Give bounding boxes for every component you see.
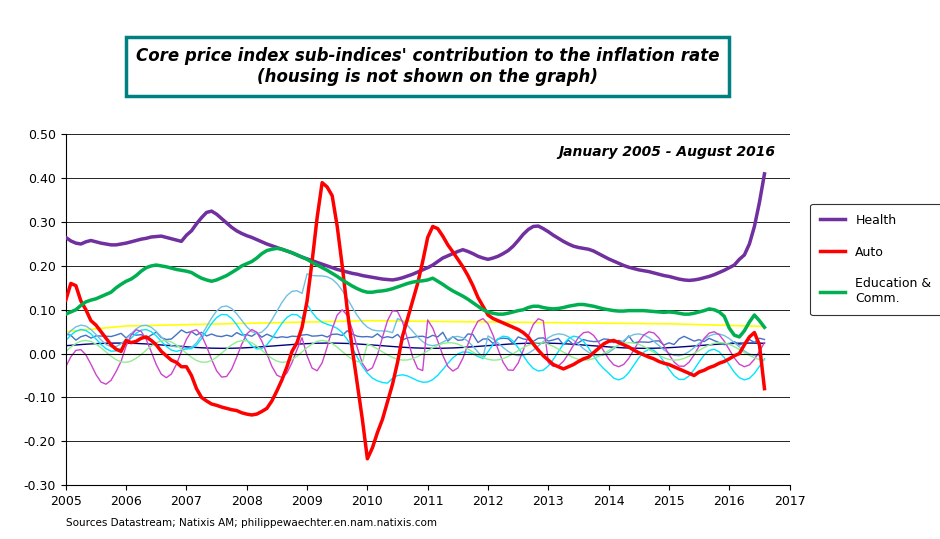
- Text: Core price index sub-indices' contribution to the inflation rate
(housing is not: Core price index sub-indices' contributi…: [136, 47, 719, 86]
- Text: January 2005 - August 2016: January 2005 - August 2016: [558, 145, 776, 159]
- Text: Sources Datastream; Natixis AM; philippewaechter.en.nam.natixis.com: Sources Datastream; Natixis AM; philippe…: [66, 518, 437, 528]
- Legend: Health, Auto, Education &
Comm.: Health, Auto, Education & Comm.: [810, 204, 940, 315]
